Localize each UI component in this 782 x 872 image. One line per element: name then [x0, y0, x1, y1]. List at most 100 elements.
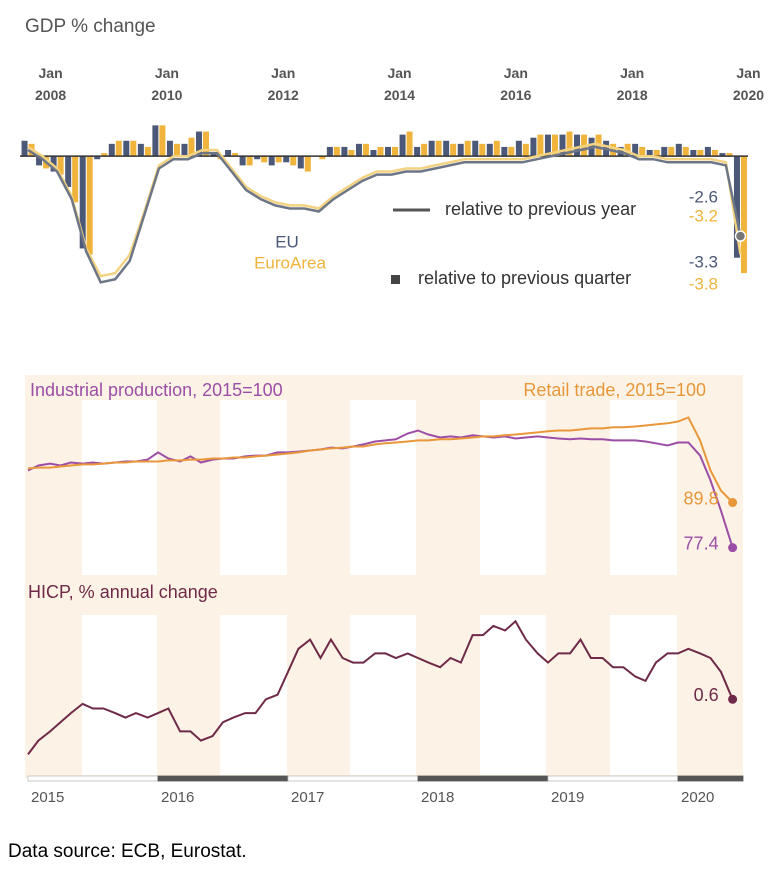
bar: [115, 140, 122, 157]
stripe: [480, 615, 546, 775]
value-label: -3.8: [689, 274, 718, 293]
bar: [173, 143, 180, 157]
bar: [443, 140, 450, 157]
bar: [304, 156, 311, 172]
panel-background: [25, 375, 743, 778]
bar: [392, 146, 399, 157]
line: [27, 416, 734, 504]
stripe: [480, 400, 546, 575]
bar: [94, 156, 101, 160]
bar: [632, 143, 639, 157]
bar: [399, 134, 406, 157]
bar: [181, 143, 188, 157]
line: [27, 619, 734, 756]
bar: [196, 131, 203, 157]
x-axis-segment: [27, 775, 159, 782]
x-axis-segment: [547, 775, 679, 782]
x-tick-label: Jan 2010: [151, 65, 183, 103]
bar: [79, 156, 86, 249]
bar: [428, 140, 435, 157]
x-tick-label: 2020: [681, 789, 714, 806]
end-point: [728, 543, 738, 553]
bar: [653, 150, 660, 157]
x-tick-label: 2019: [551, 789, 584, 806]
stripe: [350, 615, 416, 775]
series-label: EU: [275, 232, 299, 251]
end-point: [728, 498, 738, 508]
stripe: [82, 615, 157, 775]
bar: [501, 146, 508, 157]
bar: [159, 125, 166, 157]
value-label: -3.2: [689, 206, 718, 225]
bar: [711, 150, 718, 157]
bar: [297, 156, 304, 169]
bar: [326, 146, 333, 157]
bar: [559, 134, 566, 157]
bar: [246, 156, 253, 166]
bar: [203, 131, 210, 157]
legend-label: relative to previous year: [445, 199, 636, 219]
bar: [290, 156, 297, 166]
bar: [690, 150, 697, 157]
bar: [574, 134, 581, 157]
bar: [414, 146, 421, 157]
stripe: [220, 400, 287, 575]
bar: [450, 143, 457, 157]
bar: [283, 156, 290, 163]
x-tick-label: 2016: [161, 789, 194, 806]
bar: [123, 140, 130, 157]
value-label: 0.6: [694, 685, 719, 705]
bar: [144, 146, 151, 157]
bar: [21, 140, 28, 157]
x-tick-label: Jan 2016: [500, 65, 532, 103]
chart-title: GDP % change: [25, 16, 156, 37]
x-tick-label: Jan 2014: [383, 65, 416, 103]
value-label: 77.4: [684, 533, 719, 553]
bar: [341, 146, 348, 157]
bar: [108, 143, 115, 157]
bar: [137, 143, 144, 157]
bar: [508, 146, 515, 157]
bar: [239, 156, 246, 166]
x-tick-label: Jan 2012: [267, 65, 299, 103]
bar: [36, 156, 43, 166]
x-tick-label: Jan 2008: [35, 65, 67, 103]
bar: [86, 156, 93, 255]
line: [27, 429, 734, 548]
source-note: Data source: ECB, Eurostat.: [8, 841, 247, 862]
bar: [57, 156, 64, 175]
x-tick-label: 2017: [291, 789, 324, 806]
bar: [661, 146, 668, 157]
bar: [370, 150, 377, 157]
bar: [50, 156, 57, 172]
x-tick-label: Jan 2020: [732, 65, 765, 103]
x-axis-segment: [157, 775, 289, 782]
x-axis-segment: [287, 775, 419, 782]
bar: [210, 153, 217, 157]
bar: [435, 140, 442, 157]
bar: [551, 134, 558, 157]
bar: [457, 143, 464, 157]
bar: [566, 131, 573, 157]
bar: [740, 156, 747, 274]
bar: [232, 153, 239, 157]
x-tick-label: 2018: [421, 789, 454, 806]
bar: [188, 137, 195, 157]
bar: [377, 146, 384, 157]
bar: [152, 125, 159, 157]
end-point: [728, 694, 738, 704]
bar: [268, 156, 275, 166]
bar: [72, 156, 79, 203]
stripe: [82, 400, 157, 575]
bar: [697, 150, 704, 157]
bar: [261, 156, 268, 163]
stripe: [350, 400, 416, 575]
bar: [646, 150, 653, 157]
bar: [486, 143, 493, 157]
value-label: -3.3: [689, 252, 718, 271]
x-tick-label: Jan 2018: [616, 65, 648, 103]
bar: [639, 146, 646, 157]
bar: [385, 146, 392, 157]
bar: [624, 143, 631, 157]
